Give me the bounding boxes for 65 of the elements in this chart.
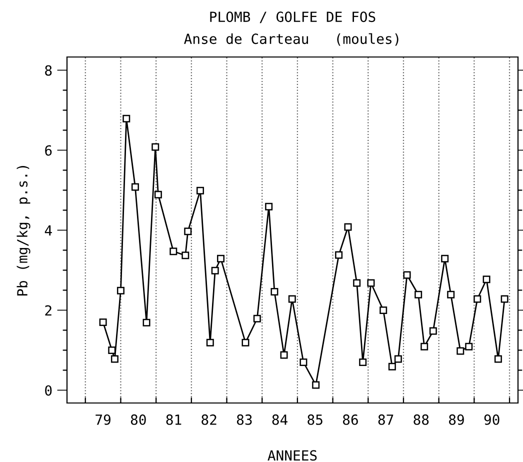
x-tick-label: 88 [414,414,429,425]
point [206,338,214,346]
point [253,314,261,322]
point [280,351,288,359]
point [265,202,273,210]
x-tick-label: 86 [342,414,358,425]
x-tick-label: 85 [308,414,322,425]
point [312,381,320,389]
point [344,223,352,231]
point [441,254,449,262]
point [211,266,219,274]
chart-title: PLOMB / GOLFE DE FOS [210,12,376,24]
x-tick-label: 87 [378,414,394,425]
point [99,318,107,326]
y-tick-label: 0 [45,385,52,396]
point [182,252,190,260]
point [110,355,118,363]
point [447,290,455,298]
x-tick-label: 80 [130,414,146,425]
point [142,318,150,326]
point [414,290,422,298]
point [196,186,204,194]
point [122,114,130,122]
point [367,279,375,287]
x-tick-label: 83 [236,414,252,425]
x-tick-label: 84 [272,414,288,425]
point [482,276,490,284]
point [131,183,139,191]
x-tick-label: 82 [202,414,216,425]
point [465,342,473,350]
point [456,347,464,355]
point [380,306,388,314]
y-tick-label: 6 [45,145,52,156]
x-tick-label: 81 [166,414,182,425]
x-tick-label: 90 [484,414,500,425]
point [429,327,437,335]
point [500,295,508,303]
point [242,338,250,346]
y-tick-label: 4 [44,225,52,236]
point [420,342,428,350]
point [335,251,343,259]
point [217,254,224,262]
point [152,143,160,151]
point [394,355,402,363]
point [359,358,367,366]
chart-subtitle: Anse de Carteau (moules) [184,33,398,46]
point [388,362,396,370]
y-tick-label: 2 [45,305,52,316]
x-tick-label: 89 [449,414,464,425]
point [494,355,502,363]
x-axis-title: ANNEES [268,450,317,461]
point [270,288,278,296]
point [288,295,296,303]
y-tick-label: 8 [45,65,52,76]
point [154,190,162,198]
point [170,248,178,256]
point [108,346,116,354]
point [300,358,308,366]
point [403,271,411,279]
point [184,228,192,236]
point [474,295,482,303]
x-tick-label: 79 [96,414,110,425]
point [353,279,361,287]
point [116,286,124,294]
y-axis-title: Pb (mg/kg, p.s.) [16,166,30,296]
